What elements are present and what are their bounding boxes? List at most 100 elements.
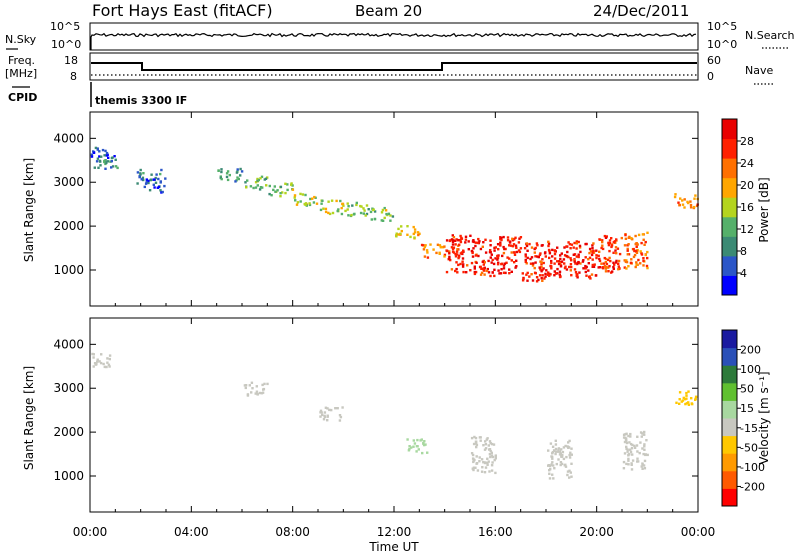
data-cell xyxy=(533,266,536,270)
data-cell xyxy=(629,432,632,436)
data-cell xyxy=(630,447,634,450)
data-cell xyxy=(284,191,287,195)
data-cell xyxy=(258,188,262,191)
data-cell xyxy=(116,166,119,170)
data-cell xyxy=(588,251,591,255)
data-cell xyxy=(531,264,535,267)
data-cell xyxy=(630,237,633,240)
data-cell xyxy=(148,189,152,192)
data-cell xyxy=(568,456,572,459)
data-cell xyxy=(626,249,629,252)
data-cell xyxy=(689,203,693,207)
data-cell xyxy=(108,357,111,361)
data-cell xyxy=(504,247,507,251)
data-cell xyxy=(336,407,339,410)
data-cell xyxy=(694,194,697,197)
data-cell xyxy=(538,253,542,257)
data-cell xyxy=(588,247,592,251)
data-cell xyxy=(391,215,395,218)
data-cell xyxy=(451,234,454,237)
data-cell xyxy=(471,251,474,255)
data-cell xyxy=(496,254,499,258)
data-cell xyxy=(608,256,611,260)
data-cell xyxy=(459,240,463,244)
data-cell xyxy=(504,271,507,275)
data-cell xyxy=(422,442,425,446)
data-cell xyxy=(618,252,622,256)
data-cell xyxy=(633,253,637,257)
data-cell xyxy=(584,267,587,270)
data-cell xyxy=(481,245,484,248)
data-cell xyxy=(454,243,457,246)
data-cell xyxy=(309,197,312,201)
data-cell xyxy=(330,199,334,202)
data-cell xyxy=(494,455,497,458)
data-cell xyxy=(217,169,220,172)
data-cell xyxy=(338,414,342,417)
data-cell xyxy=(565,254,568,258)
data-cell xyxy=(489,256,492,259)
data-cell xyxy=(270,194,273,197)
data-cell xyxy=(245,186,248,189)
data-cell xyxy=(143,185,146,189)
data-cell xyxy=(279,195,282,198)
data-cell xyxy=(105,151,109,155)
data-cell xyxy=(617,259,621,263)
data-cell xyxy=(473,458,476,462)
data-cell xyxy=(607,243,611,247)
data-cell xyxy=(633,444,636,448)
colorbar-swatch xyxy=(722,216,737,237)
data-cell xyxy=(311,197,314,200)
data-cell xyxy=(640,252,643,255)
data-cell xyxy=(538,266,541,269)
data-cell xyxy=(448,255,451,259)
data-cell xyxy=(100,155,103,158)
data-cell xyxy=(550,267,553,270)
data-cell xyxy=(475,462,479,465)
data-cell xyxy=(497,269,500,272)
data-cell xyxy=(106,160,110,163)
data-cell xyxy=(295,203,299,206)
data-cell xyxy=(484,251,488,254)
data-cell xyxy=(104,149,107,153)
data-cell xyxy=(327,200,330,203)
colorbar-tick-label: -100 xyxy=(740,461,765,474)
data-cell xyxy=(643,433,646,436)
data-cell xyxy=(250,391,253,394)
data-cell xyxy=(459,262,462,266)
data-cell xyxy=(639,250,642,253)
data-cell xyxy=(502,267,506,270)
x-tick-label: 12:00 xyxy=(377,525,412,539)
data-cell xyxy=(631,459,635,462)
data-cell xyxy=(547,248,551,252)
data-cell xyxy=(322,207,325,210)
data-cell xyxy=(643,243,646,246)
data-cell xyxy=(614,249,617,252)
data-cell xyxy=(636,450,639,453)
data-cell xyxy=(448,250,451,253)
data-cell xyxy=(680,400,683,403)
data-cell xyxy=(413,442,417,445)
data-cell xyxy=(524,260,527,263)
data-cell xyxy=(462,270,465,274)
data-cell xyxy=(291,188,295,191)
data-cell xyxy=(526,256,529,260)
data-cell xyxy=(528,242,531,246)
data-cell xyxy=(525,242,528,245)
data-cell xyxy=(412,232,415,236)
data-cell xyxy=(531,279,535,282)
data-cell xyxy=(598,250,601,253)
data-cell xyxy=(551,473,554,476)
data-cell xyxy=(98,360,101,363)
data-cell xyxy=(152,178,156,181)
data-cell xyxy=(240,170,244,173)
data-cell xyxy=(625,445,628,449)
data-cell xyxy=(622,467,626,470)
data-cell xyxy=(546,273,550,276)
data-cell xyxy=(629,261,633,265)
data-cell xyxy=(629,435,632,438)
colorbar-swatch xyxy=(722,255,737,276)
data-cell xyxy=(466,264,469,267)
data-cell xyxy=(479,247,483,251)
data-cell xyxy=(500,268,503,271)
